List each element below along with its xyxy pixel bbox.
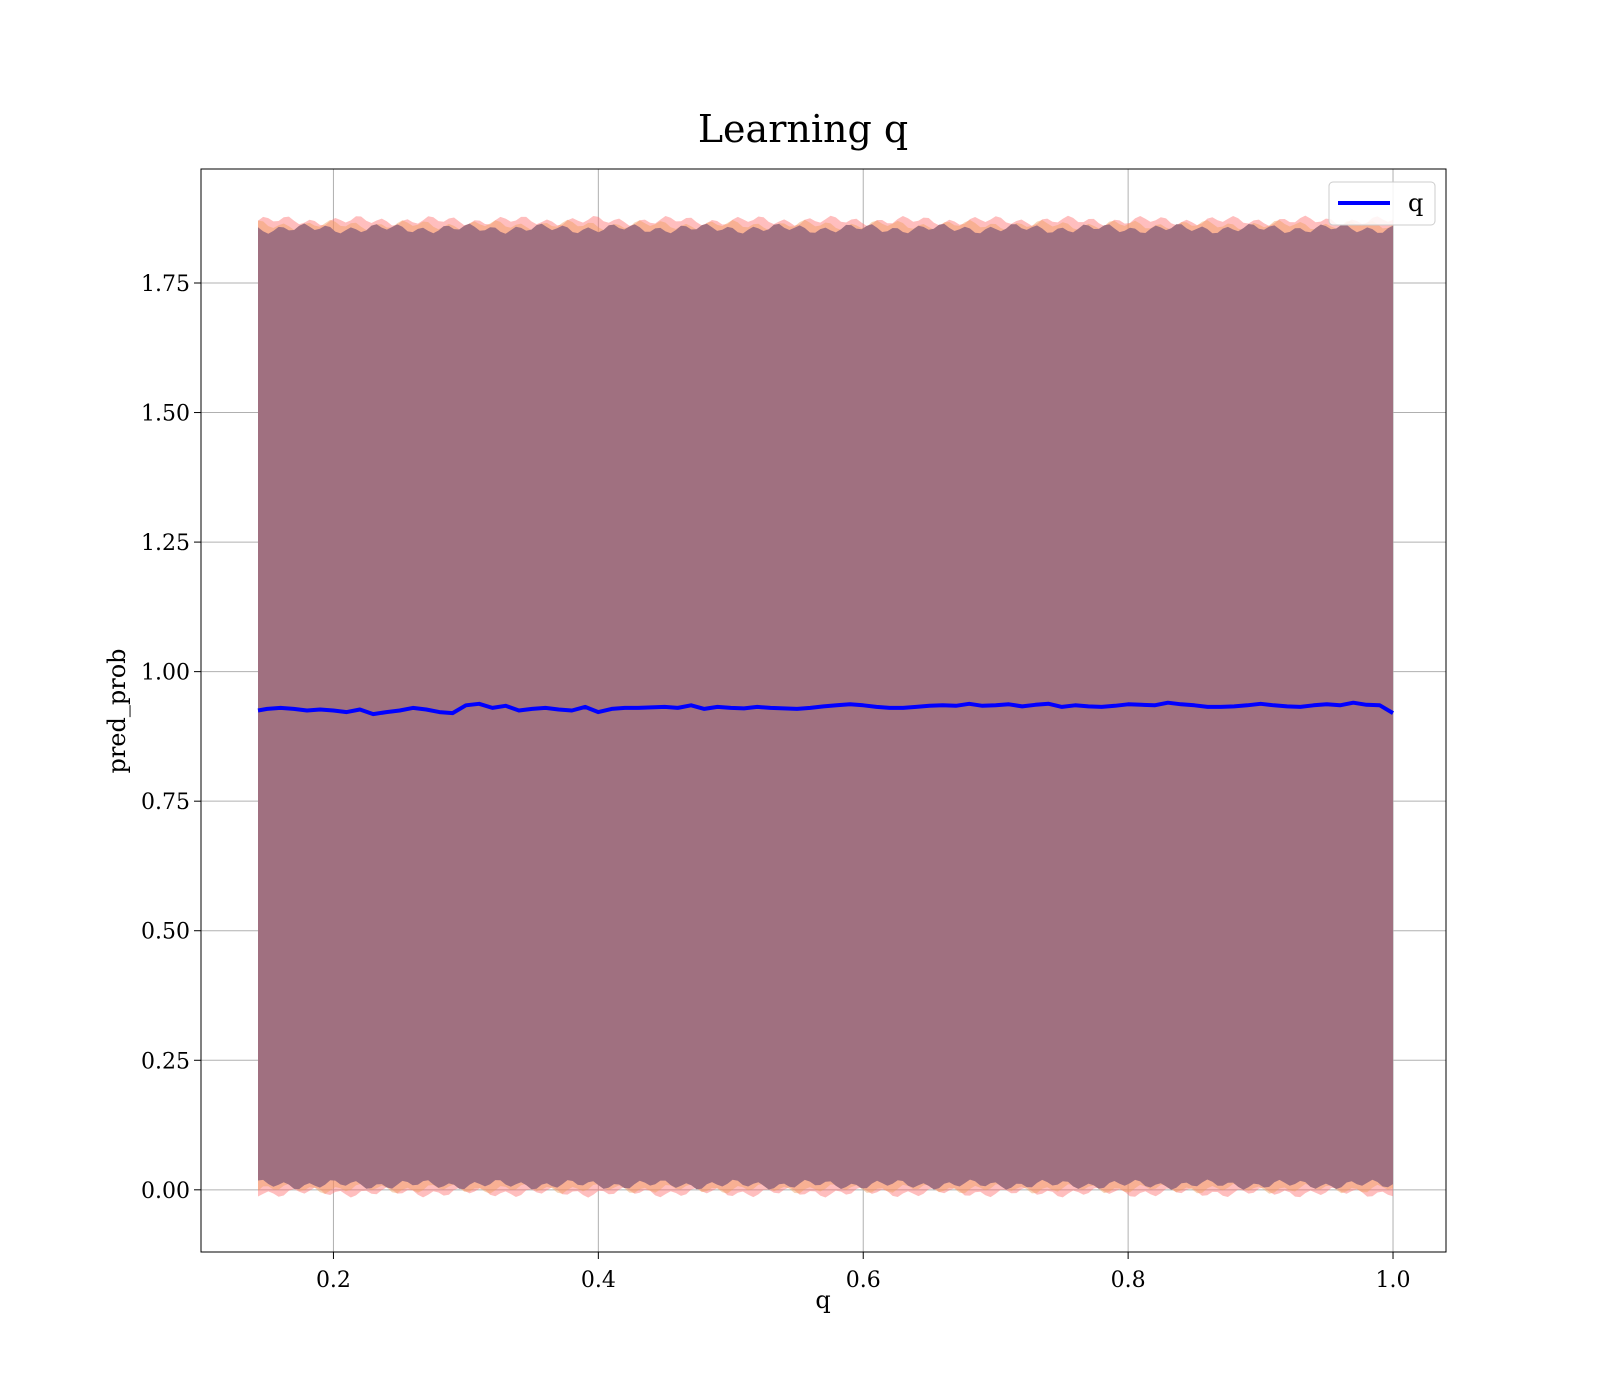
y-tick-label: 1.75	[141, 272, 190, 297]
y-tick-label: 1.50	[141, 402, 190, 427]
series-line-q	[257, 700, 1395, 717]
legend: q	[1328, 181, 1436, 226]
chart-title: Learning q	[698, 107, 908, 151]
x-axis-label: q	[815, 1286, 830, 1314]
y-tick-label: 0.25	[141, 1049, 190, 1074]
x-tick-label: 0.6	[846, 1268, 881, 1293]
x-tick-label: 0.2	[316, 1268, 351, 1293]
series-layer	[257, 700, 1395, 717]
y-tick-label: 0.75	[141, 790, 190, 815]
y-tick-label: 1.25	[141, 531, 190, 556]
y-axis-label: pred_prob	[103, 648, 131, 773]
x-tick-label: 0.8	[1111, 1268, 1146, 1293]
legend-label-q: q	[1408, 189, 1423, 217]
y-tick-label: 0.50	[141, 920, 190, 945]
plot-frame	[200, 168, 1447, 1253]
x-tick-label: 0.4	[581, 1268, 616, 1293]
x-tick-label: 1.0	[1376, 1268, 1411, 1293]
y-tick-label: 0.00	[141, 1179, 190, 1204]
y-tick-label: 1.00	[141, 661, 190, 686]
ticks: 0.2 0.4 0.6 0.8 1.0 0.00 0.25 0.50 0.75 1.00 1.25 1…	[141, 272, 1411, 1293]
